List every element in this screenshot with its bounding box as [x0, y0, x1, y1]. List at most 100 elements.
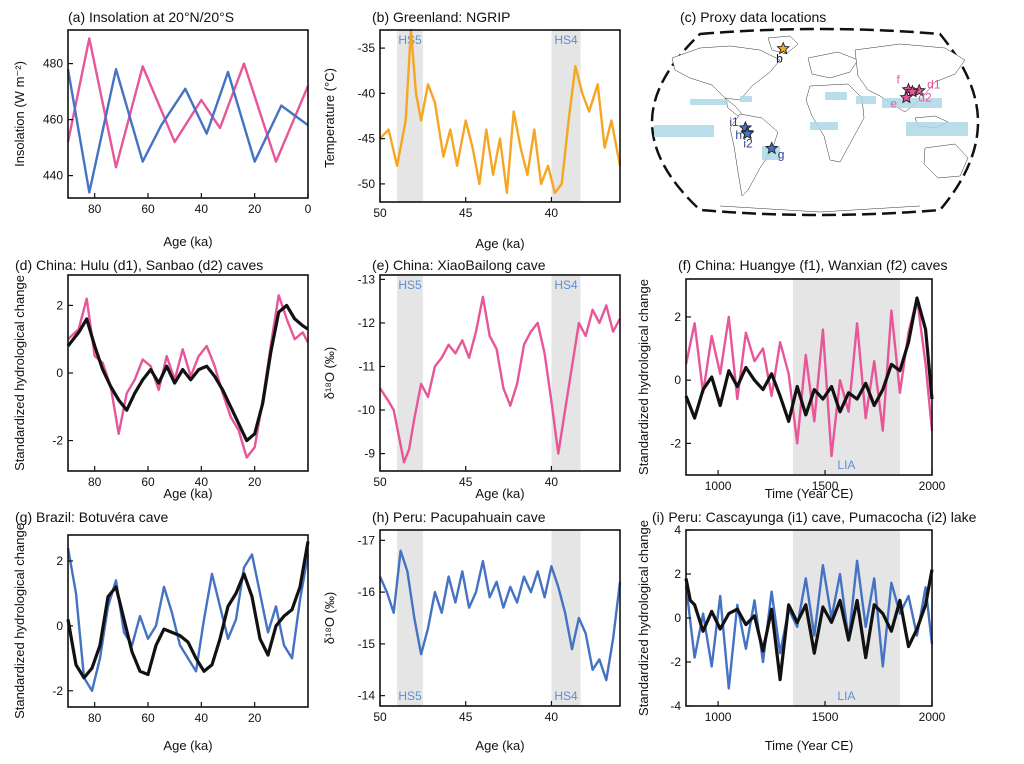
- x-tick-label: 45: [459, 206, 473, 220]
- series-line-black: [66, 541, 310, 680]
- y-tick-label: -40: [358, 86, 376, 100]
- plot-frame: [379, 529, 621, 707]
- panel-e-xiaobailong-chart: HS5 HS4 50 45 40 -13 -12 -11 -10 -9 (e) China: Xia…: [322, 257, 622, 501]
- y-axis-label: Standardized hydrological change: [12, 275, 27, 471]
- chart-title: (f) China: Huangye (f1), Wanxian (f2) ca…: [678, 257, 947, 273]
- x-tick-label: 40: [545, 206, 559, 220]
- map-rainfall-bands: [654, 92, 968, 160]
- x-tick-label: 50: [373, 710, 387, 724]
- shaded-interval: [551, 30, 581, 202]
- x-axis-label: Age (ka): [163, 486, 212, 501]
- x-axis-label: Time (Year CE): [765, 486, 854, 501]
- proxy-marker-label: d1: [927, 78, 941, 92]
- series-line-pink: [684, 296, 934, 458]
- plot-frame: [67, 29, 309, 199]
- y-tick-label: -17: [358, 533, 376, 547]
- proxy-marker-label: e: [890, 97, 897, 111]
- y-tick-label: -16: [358, 585, 376, 599]
- x-tick-label: 60: [141, 202, 155, 216]
- y-tick-label: -2: [52, 684, 63, 698]
- panel-g-botuvera-chart: 80 60 40 20 -2 0 2 (g) Brazil: Botuvéra cave Age…: [12, 509, 310, 753]
- plot-frame: [379, 29, 621, 203]
- panel-f-huangye-wanxian-chart: LIA 1000 1500 2000 -2 0 2 (f) China: Huangye (f…: [636, 257, 947, 501]
- y-tick-label: -9: [364, 447, 375, 461]
- x-tick-label: 80: [88, 202, 102, 216]
- x-tick-label: 1500: [812, 479, 839, 493]
- y-tick-label: -50: [358, 177, 376, 191]
- proxy-marker-star: [912, 83, 927, 97]
- x-axis-label: Age (ka): [163, 234, 212, 249]
- map-title: (c) Proxy data locations: [680, 9, 826, 25]
- x-tick-label: 40: [545, 710, 559, 724]
- series-line-black: [684, 569, 934, 682]
- x-axis-label: Age (ka): [475, 738, 524, 753]
- y-tick-label: 460: [43, 113, 63, 127]
- proxy-marker-label: i2: [743, 137, 753, 151]
- x-tick-label: 2000: [919, 710, 946, 724]
- series-line-blue: [66, 68, 309, 194]
- proxy-marker-star: [740, 126, 755, 140]
- x-tick-label: 40: [195, 202, 209, 216]
- shaded-interval: [397, 530, 423, 706]
- y-tick-label: -13: [358, 272, 376, 286]
- y-tick-label: -35: [358, 41, 376, 55]
- x-tick-label: 2000: [919, 479, 946, 493]
- proxy-marker-label: g: [778, 147, 785, 161]
- x-axis-label: Age (ka): [163, 738, 212, 753]
- interval-label: LIA: [837, 458, 855, 472]
- proxy-marker-star: [905, 84, 920, 98]
- y-tick-label: 0: [56, 619, 63, 633]
- map-land: [671, 35, 969, 213]
- interval-label: HS5: [398, 689, 422, 703]
- plot-frame: [379, 274, 621, 472]
- chart-title: (g) Brazil: Botuvéra cave: [15, 509, 168, 525]
- x-axis-label: Age (ka): [475, 236, 524, 251]
- x-tick-label: 1500: [812, 710, 839, 724]
- panel-i-cascayunga-pumacocha-chart: LIA 1000 1500 2000 -4 -2 0 2 4(i) Peru: Cascayun…: [636, 509, 977, 753]
- x-tick-label: 45: [459, 475, 473, 489]
- proxy-marker-star: [776, 41, 791, 55]
- x-tick-label: 20: [248, 711, 262, 725]
- y-tick-label: -12: [358, 316, 376, 330]
- y-tick-label: 2: [56, 298, 63, 312]
- shaded-interval: [792, 279, 900, 475]
- chart-title: (i) Peru: Cascayunga (i1) cave, Pumacoch…: [652, 509, 977, 525]
- y-tick-label: 4: [674, 523, 681, 537]
- y-tick-label: 2: [674, 567, 681, 581]
- y-axis-label: Standardized hydrological change: [636, 520, 651, 716]
- x-tick-label: 40: [195, 711, 209, 725]
- proxy-marker-star: [899, 90, 914, 104]
- x-tick-label: 60: [141, 711, 155, 725]
- proxy-marker-label: f: [896, 73, 900, 87]
- chart-title: (a) Insolation at 20°N/20°S: [68, 9, 234, 25]
- y-tick-label: 2: [56, 554, 63, 568]
- chart-title: (h) Peru: Pacupahuain cave: [372, 509, 546, 525]
- interval-label: HS5: [398, 278, 422, 292]
- y-tick-label: -15: [358, 637, 376, 651]
- y-tick-label: 2: [674, 310, 681, 324]
- chart-title: (e) China: XiaoBailong cave: [372, 257, 546, 273]
- x-tick-label: 80: [88, 711, 102, 725]
- chart-title: (d) China: Hulu (d1), Sanbao (d2) caves: [15, 257, 263, 273]
- y-tick-label: -45: [358, 132, 376, 146]
- interval-label: HS4: [554, 689, 578, 703]
- series-line-pink: [378, 295, 622, 464]
- plot-frame: [67, 534, 309, 708]
- interval-label: HS4: [554, 278, 578, 292]
- chart-title: (b) Greenland: NGRIP: [372, 9, 511, 25]
- x-tick-label: 45: [459, 710, 473, 724]
- x-tick-label: 50: [373, 475, 387, 489]
- proxy-marker-label: d2: [918, 91, 932, 105]
- y-axis-label: Standardized hydrological change: [12, 523, 27, 719]
- y-axis-label: Temperature (°C): [322, 68, 337, 168]
- x-tick-label: 40: [195, 475, 209, 489]
- y-tick-label: -10: [358, 403, 376, 417]
- series-line-blue: [378, 549, 622, 682]
- y-tick-label: -2: [52, 434, 63, 448]
- series-line-black: [684, 296, 934, 423]
- y-axis-label: Insolation (W m⁻²): [12, 61, 27, 167]
- panel-a-insolation-chart: 80 60 40 20 0 440 460 480 (a) Insolation at 20°N…: [12, 9, 312, 249]
- interval-label: LIA: [837, 689, 855, 703]
